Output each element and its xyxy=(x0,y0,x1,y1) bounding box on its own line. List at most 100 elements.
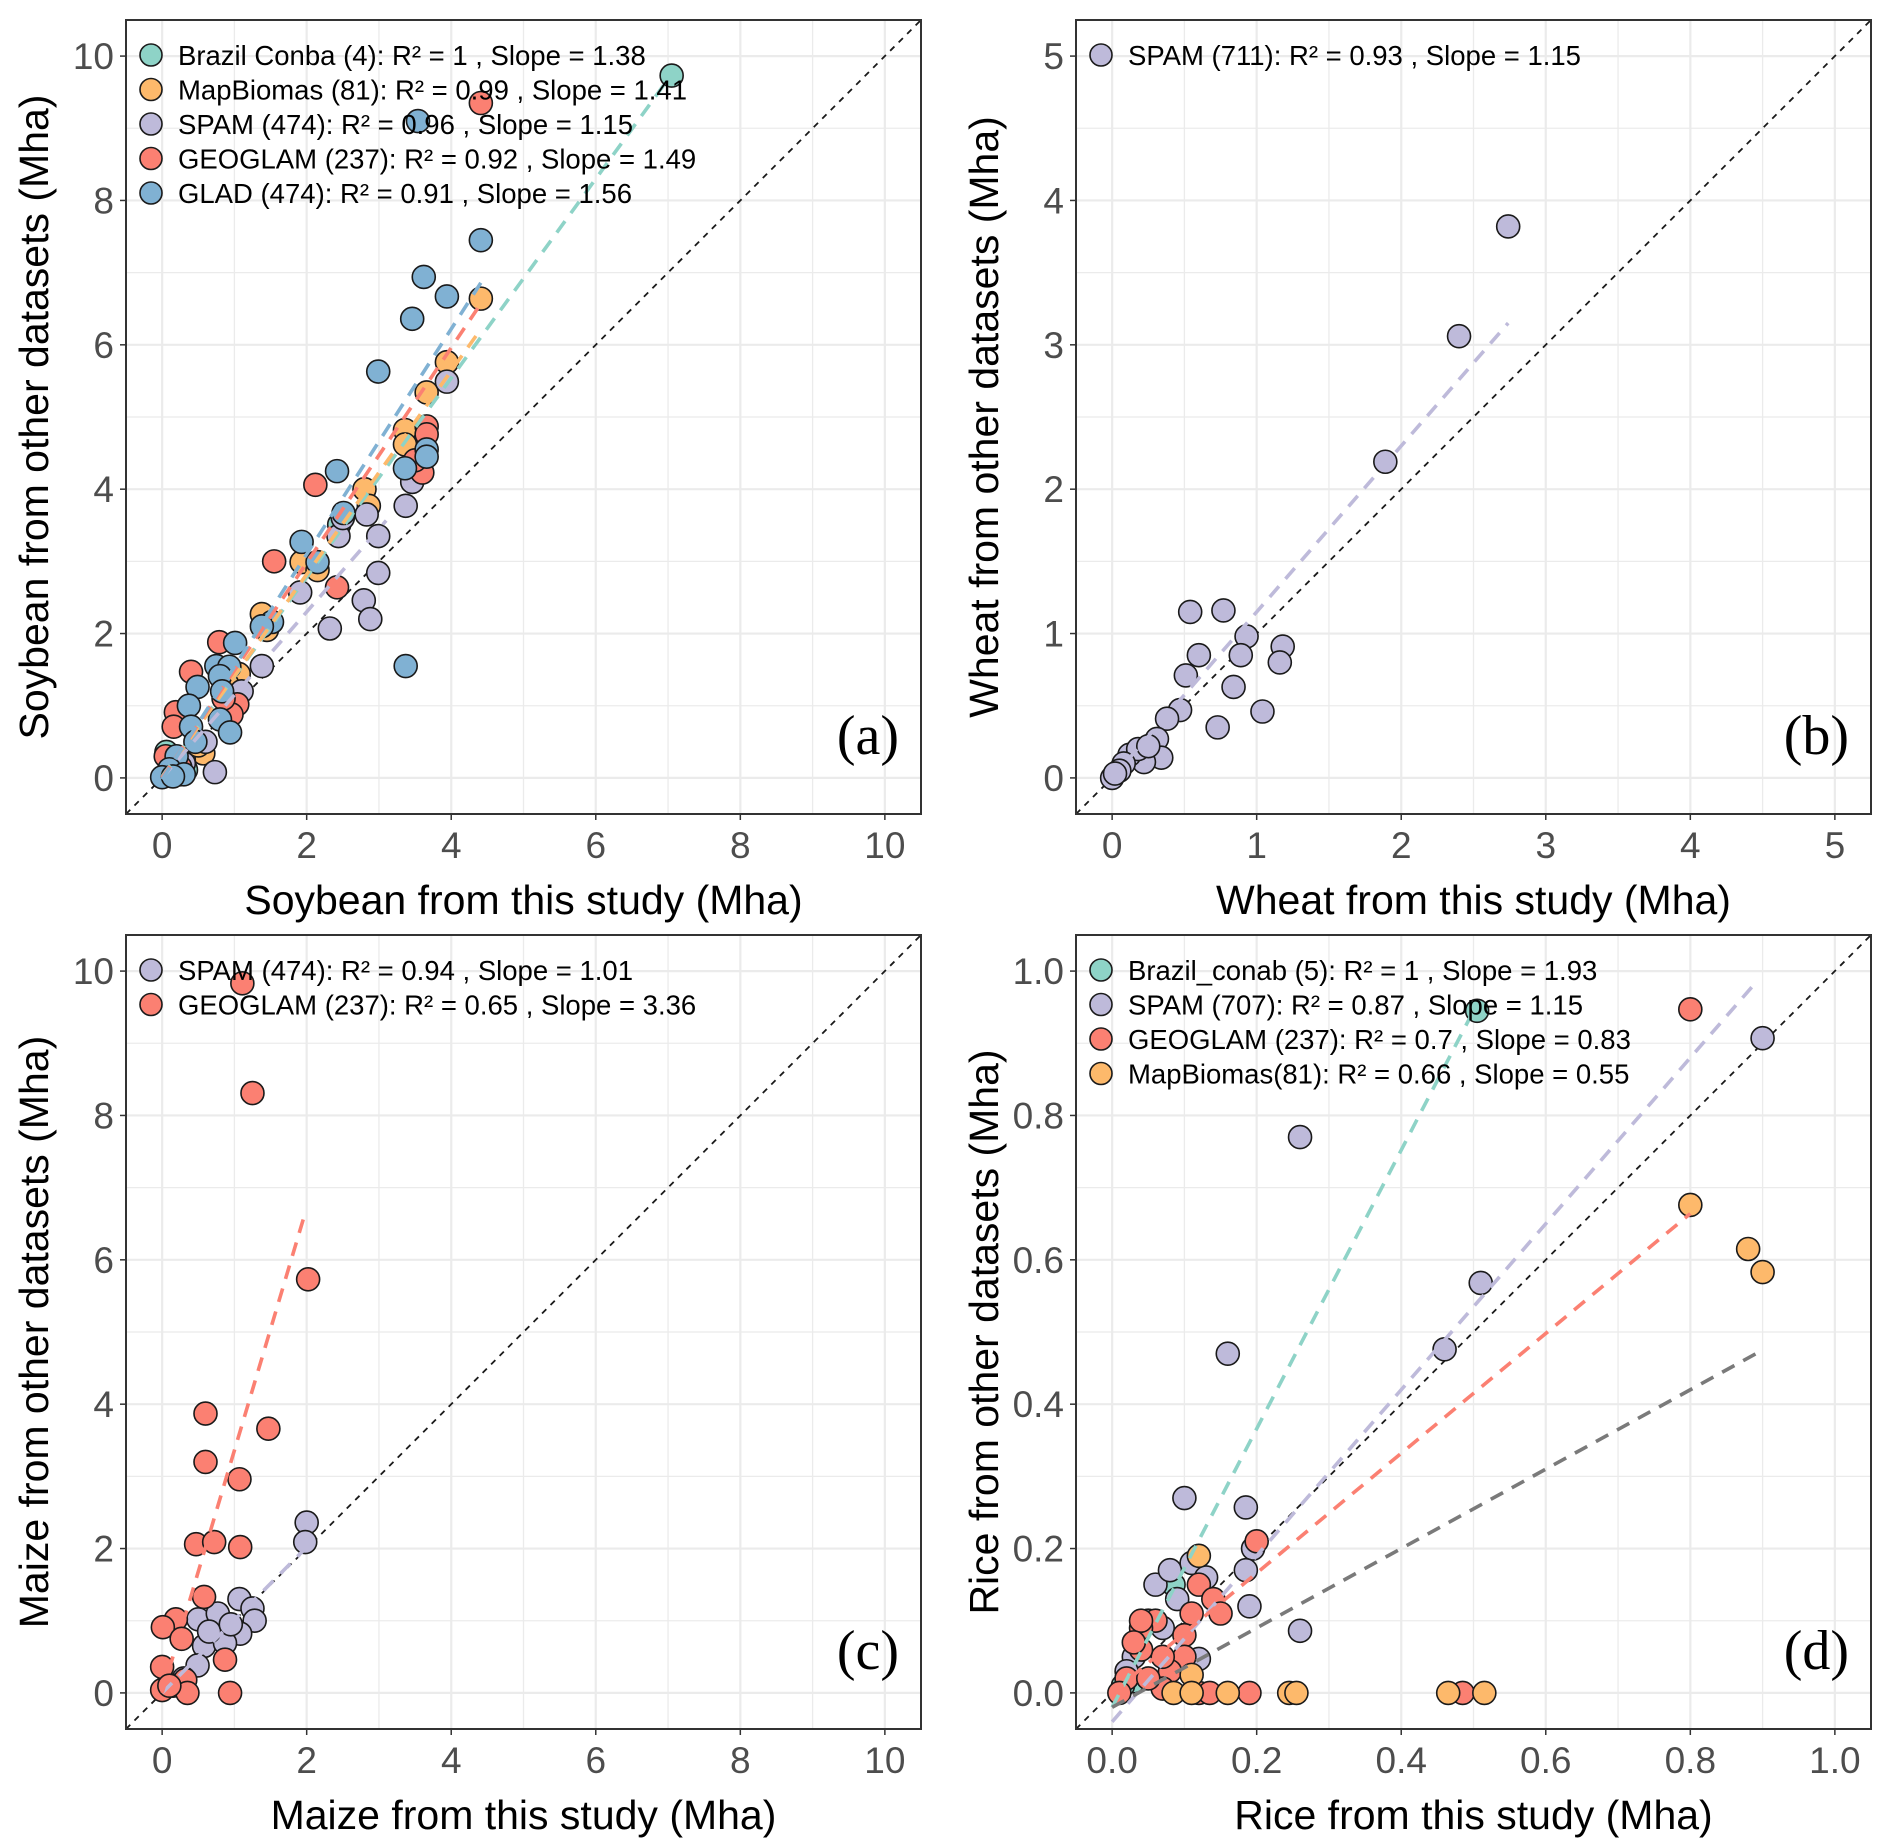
legend-label: SPAM (474): R² = 0.96 , Slope = 1.15 xyxy=(178,109,633,140)
x-axis-ticks: 0.0 0.2 0.4 0.6 0.8 1.0 xyxy=(1086,1729,1861,1781)
x-tick-label: 8 xyxy=(730,825,751,866)
data-point xyxy=(303,472,328,498)
legend-marker xyxy=(139,958,163,982)
one-to-one-line xyxy=(126,935,921,1729)
data-point xyxy=(393,653,418,679)
data-point xyxy=(1121,1630,1147,1655)
data-point xyxy=(1267,650,1293,675)
data-point xyxy=(240,1080,265,1106)
y-tick-label: 4 xyxy=(93,469,114,510)
y-axis-title: Maize from other datasets (Mha) xyxy=(11,1036,57,1628)
data-point xyxy=(354,502,379,527)
data-point xyxy=(1215,1341,1241,1366)
series-spam xyxy=(1099,214,1521,791)
legend: Brazil_conab (5): R² = 1 , Slope = 1.93 S… xyxy=(1089,955,1631,1090)
data-point xyxy=(1237,1593,1262,1619)
legend-item: Brazil Conba (4): R² = 1 , Slope = 1.38 xyxy=(139,40,646,71)
x-tick-label: 10 xyxy=(864,825,905,866)
data-point xyxy=(1495,214,1521,239)
data-point xyxy=(1250,699,1275,724)
x-tick-label: 3 xyxy=(1535,825,1556,866)
legend: Brazil Conba (4): R² = 1 , Slope = 1.38 M… xyxy=(139,40,696,209)
y-axis-ticks: 0 2 4 6 8 10 xyxy=(73,951,126,1714)
y-tick-label: 0.2 xyxy=(1013,1529,1064,1570)
plot-area xyxy=(126,935,921,1729)
y-tick-label: 0.0 xyxy=(1013,1673,1064,1714)
data-point xyxy=(193,1449,218,1475)
legend-marker xyxy=(1089,992,1113,1017)
y-tick-label: 0 xyxy=(1043,758,1064,799)
one-to-one-line xyxy=(1076,20,1871,814)
panel-label: (a) xyxy=(837,705,899,767)
data-point xyxy=(392,455,418,481)
x-axis-title: Maize from this study (Mha) xyxy=(271,1792,777,1838)
x-tick-label: 6 xyxy=(585,1740,606,1781)
data-point xyxy=(222,630,248,656)
data-point xyxy=(1128,1608,1154,1634)
data-point xyxy=(1173,663,1199,688)
legend-marker xyxy=(139,77,163,102)
y-tick-label: 6 xyxy=(93,325,114,366)
legend-marker xyxy=(139,146,163,171)
data-point xyxy=(365,560,391,586)
x-axis-ticks: 0 2 4 6 8 10 xyxy=(152,1729,905,1781)
data-point xyxy=(434,284,460,309)
y-tick-label: 4 xyxy=(93,1384,114,1425)
legend-label: GLAD (474): R² = 0.91 , Slope = 1.56 xyxy=(178,178,632,209)
legend-item: SPAM (711): R² = 0.93 , Slope = 1.15 xyxy=(1089,40,1581,71)
data-point xyxy=(1735,1236,1761,1262)
data-point xyxy=(399,306,425,332)
data-point xyxy=(292,1529,318,1555)
legend-item: GLAD (474): R² = 0.91 , Slope = 1.56 xyxy=(139,178,632,209)
data-point xyxy=(414,444,439,470)
y-axis-ticks: 0 1 2 3 4 5 xyxy=(1043,36,1076,799)
data-point xyxy=(1244,1529,1269,1554)
panel-c: SPAM (474): R² = 0.94 , Slope = 1.01 GEOG… xyxy=(11,934,922,1838)
plot-border xyxy=(1075,934,1872,1730)
x-tick-label: 0 xyxy=(1102,825,1123,866)
fit-line-geoglam xyxy=(160,1212,307,1694)
y-tick-label: 10 xyxy=(73,951,114,992)
data-point xyxy=(217,720,243,745)
data-point xyxy=(1284,1680,1309,1706)
data-point xyxy=(317,616,343,641)
panel-d: Brazil_conab (5): R² = 1 , Slope = 1.93 S… xyxy=(961,934,1872,1838)
data-point xyxy=(176,693,202,719)
panel-label: (c) xyxy=(837,1620,899,1682)
data-point xyxy=(1172,1485,1197,1511)
fit-line-spam xyxy=(1110,321,1510,780)
panel-b: SPAM (711): R² = 0.93 , Slope = 1.15 (b) 0… xyxy=(961,19,1872,923)
legend-label: MapBiomas(81): R² = 0.66 , Slope = 0.55 xyxy=(1128,1059,1629,1090)
data-point xyxy=(150,1614,176,1640)
series-geoglam xyxy=(149,971,321,1706)
plot-area xyxy=(126,20,921,814)
x-tick-label: 5 xyxy=(1825,825,1846,866)
legend-marker xyxy=(1089,1061,1113,1086)
plot-border xyxy=(125,19,922,815)
data-point xyxy=(1177,599,1203,625)
data-point xyxy=(393,493,418,519)
y-axis-ticks: 0 2 4 6 8 10 xyxy=(73,36,126,799)
legend-marker xyxy=(1089,43,1113,67)
x-tick-label: 4 xyxy=(1680,825,1701,866)
legend-marker xyxy=(1089,1027,1113,1051)
legend-label: GEOGLAM (237): R² = 0.7 , Slope = 0.83 xyxy=(1128,1024,1631,1055)
x-tick-label: 2 xyxy=(1391,825,1412,866)
x-tick-label: 0 xyxy=(152,1740,173,1781)
legend-label: SPAM (711): R² = 0.93 , Slope = 1.15 xyxy=(1128,40,1581,71)
data-point xyxy=(1750,1259,1775,1285)
y-tick-label: 4 xyxy=(1043,180,1064,221)
data-point xyxy=(1233,1495,1259,1520)
legend-marker xyxy=(139,181,163,205)
data-point xyxy=(1221,674,1246,700)
fit-line-spam xyxy=(1110,984,1755,1723)
x-tick-label: 10 xyxy=(864,1740,905,1781)
legend: SPAM (474): R² = 0.94 , Slope = 1.01 GEOG… xyxy=(139,955,696,1021)
x-tick-label: 0 xyxy=(152,825,173,866)
y-tick-label: 8 xyxy=(93,1095,114,1136)
data-point xyxy=(1150,1644,1176,1670)
x-tick-label: 8 xyxy=(730,1740,751,1781)
y-tick-label: 2 xyxy=(93,1529,114,1570)
y-tick-label: 5 xyxy=(1043,36,1064,77)
